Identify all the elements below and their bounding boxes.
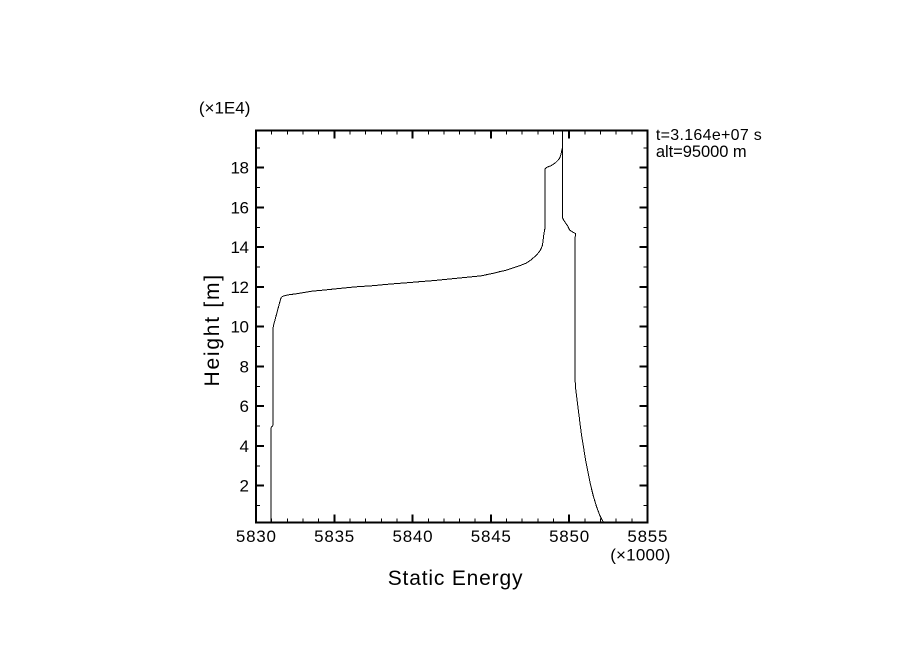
svg-text:18: 18 [230, 159, 248, 178]
svg-text:5855: 5855 [627, 527, 668, 546]
svg-text:t=3.164e+07 s: t=3.164e+07 s [656, 127, 762, 144]
svg-text:2: 2 [240, 477, 249, 496]
svg-text:5850: 5850 [549, 527, 590, 546]
svg-text:16: 16 [230, 198, 248, 217]
svg-text:(×1E4): (×1E4) [199, 99, 251, 118]
svg-text:5845: 5845 [471, 527, 512, 546]
svg-text:14: 14 [230, 238, 248, 257]
svg-text:8: 8 [240, 357, 249, 376]
svg-text:6: 6 [240, 397, 249, 416]
svg-text:(×1000): (×1000) [610, 546, 670, 565]
svg-text:5835: 5835 [314, 527, 355, 546]
svg-text:Height [m]: Height [m] [201, 273, 224, 386]
svg-text:10: 10 [230, 318, 248, 337]
svg-text:4: 4 [240, 437, 249, 456]
svg-text:5840: 5840 [392, 527, 433, 546]
svg-text:5830: 5830 [236, 527, 277, 546]
svg-text:alt=95000 m: alt=95000 m [656, 143, 747, 161]
svg-text:Static Energy: Static Energy [388, 567, 524, 590]
svg-text:12: 12 [230, 278, 248, 297]
